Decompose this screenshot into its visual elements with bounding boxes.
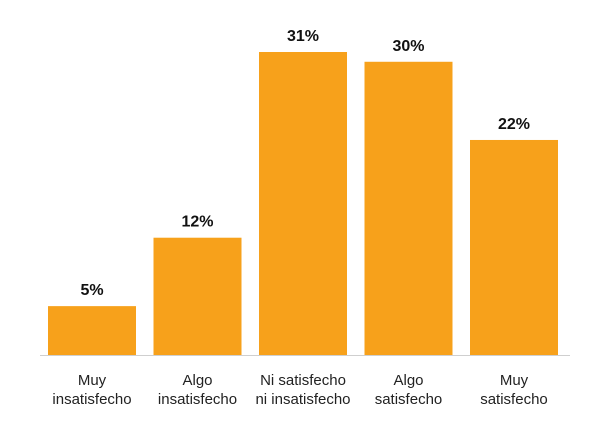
bar-5	[470, 139, 558, 355]
category-label-3: Ni satisfecho ni insatisfecho	[255, 372, 350, 408]
value-labels-layer: 5% 12% 31% 30% 22%	[80, 28, 530, 299]
bar-value-label-3: 31%	[287, 28, 319, 45]
category-label-line-4-1: Algo	[393, 372, 423, 389]
category-label-line-2-2: insatisfecho	[158, 391, 237, 408]
category-label-line-5-1: Muy	[500, 372, 529, 389]
category-label-line-3-2: ni insatisfecho	[255, 391, 350, 408]
bar-value-label-1: 5%	[80, 282, 103, 299]
bars-layer	[48, 52, 558, 355]
bar-3	[259, 52, 347, 355]
category-label-line-1-2: insatisfecho	[52, 391, 131, 408]
bar-value-label-2: 12%	[181, 214, 213, 231]
category-label-4: Algo satisfecho	[375, 372, 443, 408]
category-label-line-1-1: Muy	[78, 372, 107, 389]
bar-value-label-5: 22%	[498, 116, 530, 133]
category-label-line-5-2: satisfecho	[480, 391, 548, 408]
category-label-line-3-1: Ni satisfecho	[260, 372, 346, 389]
category-label-line-2-1: Algo	[182, 372, 212, 389]
bar-1	[48, 306, 136, 355]
bar-value-label-4: 30%	[392, 38, 424, 55]
category-label-line-4-2: satisfecho	[375, 391, 443, 408]
category-label-5: Muy satisfecho	[480, 372, 548, 408]
bar-2	[153, 237, 242, 355]
category-label-2: Algo insatisfecho	[158, 372, 237, 408]
bar-4	[364, 61, 453, 355]
category-labels-layer: Muy insatisfecho Algo insatisfecho Ni satisf…	[52, 372, 547, 408]
category-label-1: Muy insatisfecho	[52, 372, 131, 408]
